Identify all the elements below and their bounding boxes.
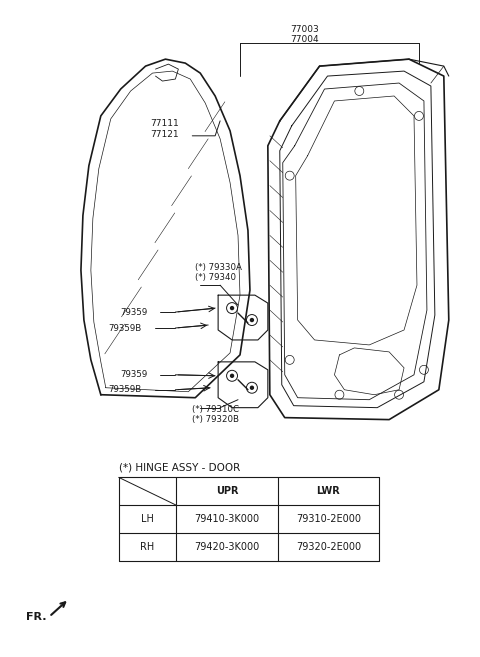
Text: UPR: UPR [216, 486, 239, 496]
Text: (*) 79330A
(*) 79340: (*) 79330A (*) 79340 [195, 263, 242, 282]
Text: 79410-3K000: 79410-3K000 [194, 514, 260, 524]
Text: FR.: FR. [26, 612, 47, 622]
Circle shape [230, 374, 234, 377]
Text: 79359: 79359 [120, 307, 148, 317]
Text: 79320-2E000: 79320-2E000 [296, 542, 361, 552]
Text: 77111
77121: 77111 77121 [151, 119, 179, 139]
Text: (*) HINGE ASSY - DOOR: (*) HINGE ASSY - DOOR [119, 463, 240, 472]
Text: 79359: 79359 [120, 371, 148, 379]
Text: 79359B: 79359B [109, 323, 142, 332]
Text: 79310-2E000: 79310-2E000 [296, 514, 361, 524]
Circle shape [230, 307, 234, 309]
Text: LWR: LWR [317, 486, 340, 496]
Circle shape [251, 386, 253, 389]
Text: 79359B: 79359B [109, 385, 142, 394]
Text: RH: RH [141, 542, 155, 552]
Text: 79420-3K000: 79420-3K000 [194, 542, 260, 552]
Text: 77003
77004: 77003 77004 [290, 24, 319, 44]
Circle shape [251, 319, 253, 321]
Text: (*) 79310C
(*) 79320B: (*) 79310C (*) 79320B [192, 405, 239, 424]
Text: LH: LH [141, 514, 154, 524]
